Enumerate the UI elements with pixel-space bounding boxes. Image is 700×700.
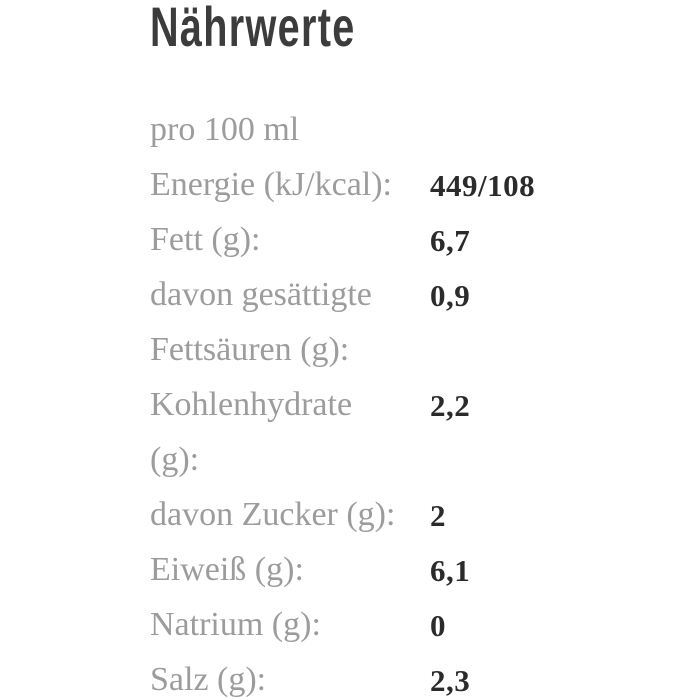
nutrient-value: 6,1 bbox=[430, 553, 471, 588]
nutrition-table: pro 100 ml Energie (kJ/kcal): 449/108 Fe… bbox=[150, 102, 700, 700]
table-row: Salz (g): 2,3 bbox=[150, 652, 700, 700]
nutrient-value: 2,3 bbox=[430, 663, 471, 698]
nutrient-label: davon gesättigte bbox=[150, 276, 372, 313]
nutrient-label: Energie (kJ/kcal): bbox=[150, 166, 393, 203]
nutrient-label: Kohlenhydrate bbox=[150, 386, 353, 423]
nutrient-label: Fettsäuren (g): bbox=[150, 331, 350, 368]
nutrient-label: Salz (g): bbox=[150, 661, 267, 698]
nutrient-value: 0,9 bbox=[430, 278, 471, 313]
nutrient-value: 6,7 bbox=[430, 223, 471, 258]
table-row: Natrium (g): 0 bbox=[150, 597, 700, 652]
table-row: Energie (kJ/kcal): 449/108 bbox=[150, 157, 700, 212]
table-row: davon Zucker (g): 2 bbox=[150, 487, 700, 542]
serving-size-row: pro 100 ml bbox=[150, 102, 700, 157]
nutrient-label: davon Zucker (g): bbox=[150, 496, 396, 533]
table-row: Fettsäuren (g): bbox=[150, 322, 700, 377]
table-row: davon gesättigte 0,9 bbox=[150, 267, 700, 322]
nutrient-label: Fett (g): bbox=[150, 221, 261, 258]
nutrient-value: 2 bbox=[430, 498, 446, 533]
page-title: Nährwerte bbox=[150, 0, 356, 58]
nutrient-value: 2,2 bbox=[430, 388, 471, 423]
serving-size-label: pro 100 ml bbox=[150, 111, 300, 148]
table-row: Fett (g): 6,7 bbox=[150, 212, 700, 267]
table-row: Eiweiß (g): 6,1 bbox=[150, 542, 700, 597]
nutrient-label: (g): bbox=[150, 441, 200, 478]
table-row: Kohlenhydrate 2,2 bbox=[150, 377, 700, 432]
nutrient-label: Natrium (g): bbox=[150, 606, 321, 643]
table-row: (g): bbox=[150, 432, 700, 487]
nutrient-value: 0 bbox=[430, 608, 446, 643]
nutrient-label: Eiweiß (g): bbox=[150, 551, 304, 588]
nutrient-value: 449/108 bbox=[430, 168, 536, 203]
